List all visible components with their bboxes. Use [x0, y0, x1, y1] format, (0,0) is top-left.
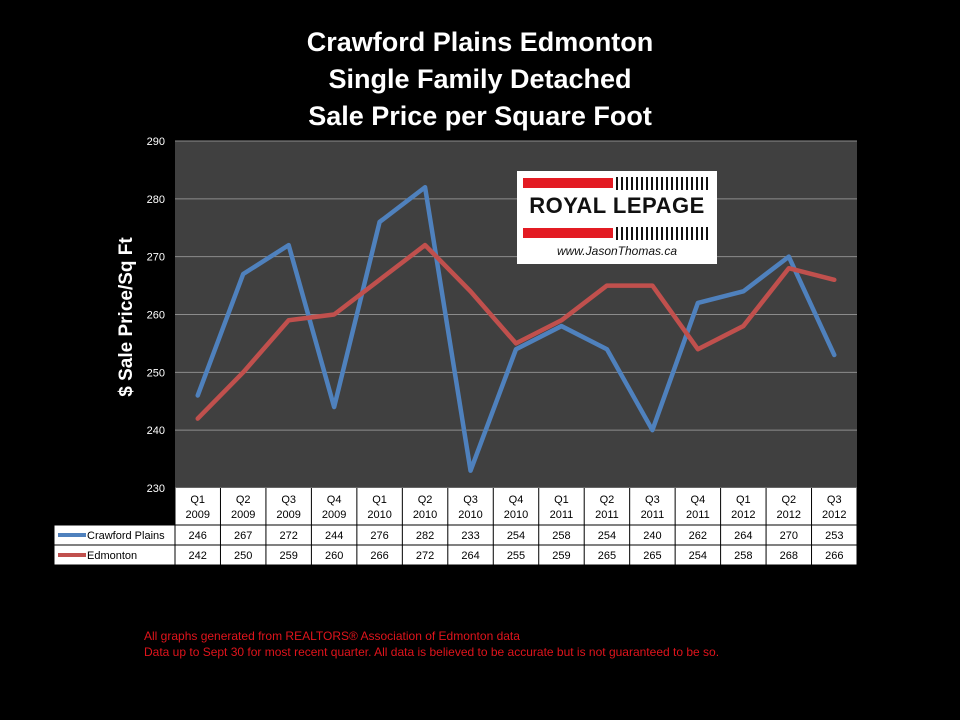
table-value: 266 [825, 550, 843, 562]
legend-label: Crawford Plains [87, 530, 165, 542]
logo-red-bar-top [523, 178, 613, 188]
x-tick-label-quarter: Q3 [281, 494, 296, 506]
table-value: 233 [461, 530, 479, 542]
x-tick-label-quarter: Q4 [691, 494, 706, 506]
logo-barcode-bottom [616, 227, 711, 240]
table-value: 265 [598, 550, 616, 562]
series-line-crawford-plains [195, 185, 837, 473]
x-tick-label-quarter: Q3 [463, 494, 478, 506]
y-tick-label: 290 [147, 136, 165, 148]
logo-barcode-top [616, 177, 711, 190]
x-tick-label-quarter: Q1 [736, 494, 751, 506]
table-value: 272 [416, 550, 434, 562]
logo-url: www.JasonThomas.ca [556, 244, 678, 258]
x-tick-label-quarter: Q2 [781, 494, 796, 506]
table-value: 264 [461, 550, 479, 562]
x-tick-label-year: 2009 [231, 509, 255, 521]
x-tick-label-year: 2009 [185, 509, 209, 521]
footer-line-1: All graphs generated from REALTORS® Asso… [144, 629, 520, 643]
y-tick-label: 270 [147, 252, 165, 264]
series-line-edmonton [195, 242, 837, 421]
x-tick-label-year: 2012 [822, 509, 846, 521]
x-tick-label-quarter: Q2 [236, 494, 251, 506]
title-line-1: Crawford Plains Edmonton [306, 27, 654, 57]
table-value: 242 [189, 550, 207, 562]
table-value: 250 [234, 550, 252, 562]
x-tick-label-year: 2011 [641, 509, 665, 521]
table-value: 266 [370, 550, 388, 562]
y-tick-label: 250 [147, 367, 165, 379]
table-value: 258 [552, 530, 570, 542]
legend-label: Edmonton [87, 550, 137, 562]
table-value: 240 [643, 530, 661, 542]
x-tick-label-quarter: Q4 [327, 494, 342, 506]
table-value: 255 [507, 550, 525, 562]
table-value: 253 [825, 530, 843, 542]
x-tick-label-quarter: Q2 [418, 494, 433, 506]
table-value: 270 [780, 530, 798, 542]
x-tick-label-quarter: Q3 [827, 494, 842, 506]
x-tick-label-year: 2012 [731, 509, 755, 521]
table-value: 260 [325, 550, 343, 562]
x-tick-label-quarter: Q1 [554, 494, 569, 506]
table-value: 254 [598, 530, 616, 542]
x-tick-label-year: 2012 [777, 509, 801, 521]
logo-brand-text: ROYAL LEPAGE [529, 193, 705, 218]
x-tick-label-year: 2011 [686, 509, 710, 521]
title-line-2: Single Family Detached [328, 64, 632, 94]
table-value: 265 [643, 550, 661, 562]
royal-lepage-logo: ROYAL LEPAGE www.JasonThomas.ca [517, 171, 717, 264]
logo-red-bar-bottom [523, 228, 613, 238]
x-tick-label-quarter: Q3 [645, 494, 660, 506]
x-tick-label-year: 2010 [367, 509, 391, 521]
table-value: 276 [370, 530, 388, 542]
table-value: 267 [234, 530, 252, 542]
x-tick-label-year: 2010 [504, 509, 528, 521]
x-tick-label-quarter: Q4 [509, 494, 524, 506]
table-value: 259 [552, 550, 570, 562]
x-tick-label-year: 2011 [550, 509, 574, 521]
table-value: 264 [734, 530, 752, 542]
table-value: 272 [279, 530, 297, 542]
y-tick-label: 240 [147, 425, 165, 437]
table-value: 259 [279, 550, 297, 562]
chart-title: Crawford Plains Edmonton Single Family D… [0, 24, 960, 135]
footer-line-2: Data up to Sept 30 for most recent quart… [144, 645, 720, 659]
x-tick-label-year: 2009 [322, 509, 346, 521]
x-tick-label-quarter: Q2 [600, 494, 615, 506]
table-value: 254 [689, 550, 707, 562]
table-value: 262 [689, 530, 707, 542]
y-tick-label: 280 [147, 194, 165, 206]
table-value: 246 [189, 530, 207, 542]
table-value: 258 [734, 550, 752, 562]
y-tick-label: 260 [147, 310, 165, 322]
table-value: 244 [325, 530, 343, 542]
title-line-3: Sale Price per Square Foot [308, 101, 652, 131]
x-tick-label-year: 2010 [458, 509, 482, 521]
table-value: 268 [780, 550, 798, 562]
table-header-bg [175, 488, 857, 525]
y-tick-label: 230 [147, 483, 165, 495]
footer-notes: All graphs generated from REALTORS® Asso… [144, 628, 719, 660]
table-value: 282 [416, 530, 434, 542]
table-value: 254 [507, 530, 525, 542]
x-tick-label-year: 2011 [595, 509, 619, 521]
x-tick-label-year: 2010 [413, 509, 437, 521]
x-tick-label-quarter: Q1 [190, 494, 205, 506]
x-tick-label-year: 2009 [276, 509, 300, 521]
x-tick-label-quarter: Q1 [372, 494, 387, 506]
